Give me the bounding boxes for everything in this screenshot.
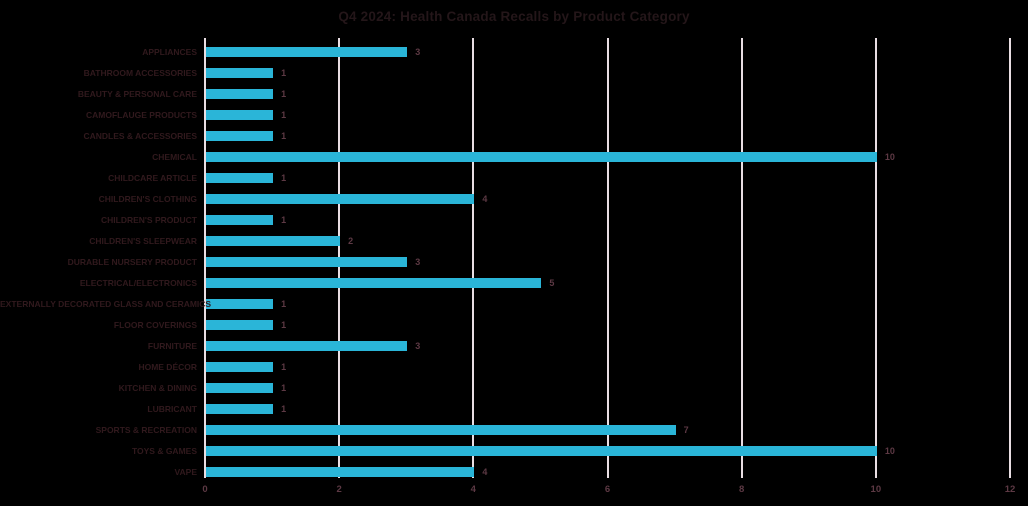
value-label: 7 [683, 425, 689, 435]
category-label: BEAUTY & PERSONAL CARE [77, 89, 197, 99]
gridline [740, 38, 743, 478]
value-label: 10 [884, 152, 895, 162]
value-label: 3 [415, 341, 421, 351]
x-axis: 0 2 4 6 8 10 12 [202, 484, 1015, 498]
category-label: CHILDREN'S PRODUCT [101, 215, 197, 225]
value-label: 1 [281, 131, 287, 141]
value-label: 1 [281, 173, 287, 183]
value-label: 1 [281, 68, 287, 78]
value-label: 3 [415, 47, 421, 57]
category-label: EXTERNALLY DECORATED GLASS AND CERAMICS [0, 299, 212, 309]
value-label: 5 [549, 278, 555, 288]
gridline [204, 38, 206, 478]
bar [206, 131, 274, 141]
category-label: VAPE [174, 467, 197, 477]
category-label: TOYS & GAMES [131, 446, 197, 456]
plot-area: 3 1 1 1 1 10 1 4 1 2 3 5 1 1 3 1 1 1 7 10 4 [204, 38, 1011, 478]
category-label: FLOOR COVERINGS [113, 320, 197, 330]
category-label: ELECTRICAL/ELECTRONICS [79, 278, 197, 288]
gridline [606, 38, 609, 478]
bar [206, 320, 274, 330]
category-label: BATHROOM ACCESSORIES [83, 68, 197, 78]
category-label: CHILDREN'S CLOTHING [98, 194, 197, 204]
category-label: CHEMICAL [152, 152, 197, 162]
bar [206, 278, 542, 288]
gridline [874, 38, 877, 478]
bar [206, 362, 274, 372]
category-label: KITCHEN & DINING [118, 383, 197, 393]
value-label: 2 [348, 236, 354, 246]
x-tick-label: 6 [604, 484, 611, 495]
value-label: 1 [281, 110, 287, 120]
bar [206, 47, 408, 57]
bar [206, 299, 274, 309]
bar [206, 152, 877, 162]
bar [206, 110, 274, 120]
bar [206, 173, 274, 183]
value-label: 1 [281, 89, 287, 99]
chart-title: Q4 2024: Health Canada Recalls by Produc… [338, 9, 690, 24]
bar [206, 194, 475, 204]
x-tick-label: 12 [1004, 484, 1016, 495]
value-label: 4 [482, 194, 488, 204]
value-label: 1 [281, 404, 287, 414]
category-label: CAMOFLAUGE PRODUCTS [86, 110, 197, 120]
bar [206, 341, 408, 351]
bar [206, 404, 274, 414]
bar [206, 467, 475, 477]
category-label: HOME DÉCOR [138, 362, 197, 372]
category-label: CANDLES & ACCESSORIES [83, 131, 197, 141]
bar [206, 236, 341, 246]
value-label: 1 [281, 320, 287, 330]
value-label: 1 [281, 299, 287, 309]
x-tick-label: 8 [739, 484, 745, 495]
category-axis: APPLIANCES BATHROOM ACCESSORIES BEAUTY & P… [0, 38, 212, 478]
category-label: CHILDCARE ARTICLE [108, 173, 197, 183]
bar [206, 446, 877, 456]
x-tick-label: 0 [202, 484, 208, 495]
gridline [472, 38, 475, 478]
value-label: 4 [482, 467, 488, 477]
value-label: 3 [415, 257, 421, 267]
bar [206, 257, 408, 267]
bar [206, 383, 274, 393]
value-label: 10 [884, 446, 895, 456]
bar [206, 89, 274, 99]
category-label: FURNITURE [147, 341, 197, 351]
gridline [1009, 38, 1011, 478]
bar [206, 215, 274, 225]
x-tick-label: 2 [336, 484, 342, 495]
category-label: SPORTS & RECREATION [95, 425, 197, 435]
category-label: DURABLE NURSERY PRODUCT [67, 257, 197, 267]
category-label: APPLIANCES [142, 47, 197, 57]
bar [206, 425, 676, 435]
bar [206, 68, 274, 78]
category-label: CHILDREN'S SLEEPWEAR [89, 236, 197, 246]
value-label: 1 [281, 383, 287, 393]
x-tick-label: 4 [470, 484, 476, 495]
x-tick-label: 10 [870, 484, 882, 495]
value-label: 1 [281, 215, 287, 225]
value-label: 1 [281, 362, 287, 372]
category-label: LUBRICANT [147, 404, 197, 414]
